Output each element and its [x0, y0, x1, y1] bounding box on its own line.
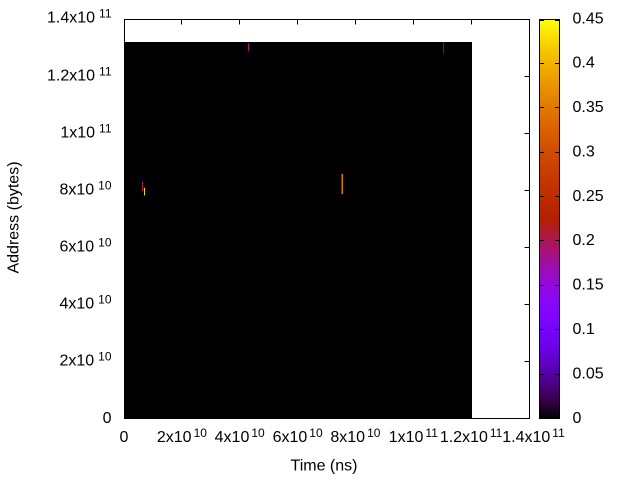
- svg-text:0.2: 0.2: [573, 232, 595, 249]
- svg-text:0: 0: [103, 410, 112, 427]
- svg-text:0.3: 0.3: [573, 144, 595, 161]
- svg-text:0.45: 0.45: [573, 10, 604, 27]
- svg-text:0.15: 0.15: [573, 277, 604, 294]
- svg-text:Address (bytes): Address (bytes): [6, 161, 23, 273]
- svg-text:Time (ns): Time (ns): [291, 458, 358, 475]
- svg-text:0.1: 0.1: [573, 321, 595, 338]
- svg-text:0.4: 0.4: [573, 55, 595, 72]
- svg-text:0.25: 0.25: [573, 188, 604, 205]
- svg-text:0: 0: [120, 429, 129, 446]
- svg-text:0: 0: [573, 410, 582, 427]
- svg-text:0.05: 0.05: [573, 365, 604, 382]
- svg-text:0.35: 0.35: [573, 99, 604, 116]
